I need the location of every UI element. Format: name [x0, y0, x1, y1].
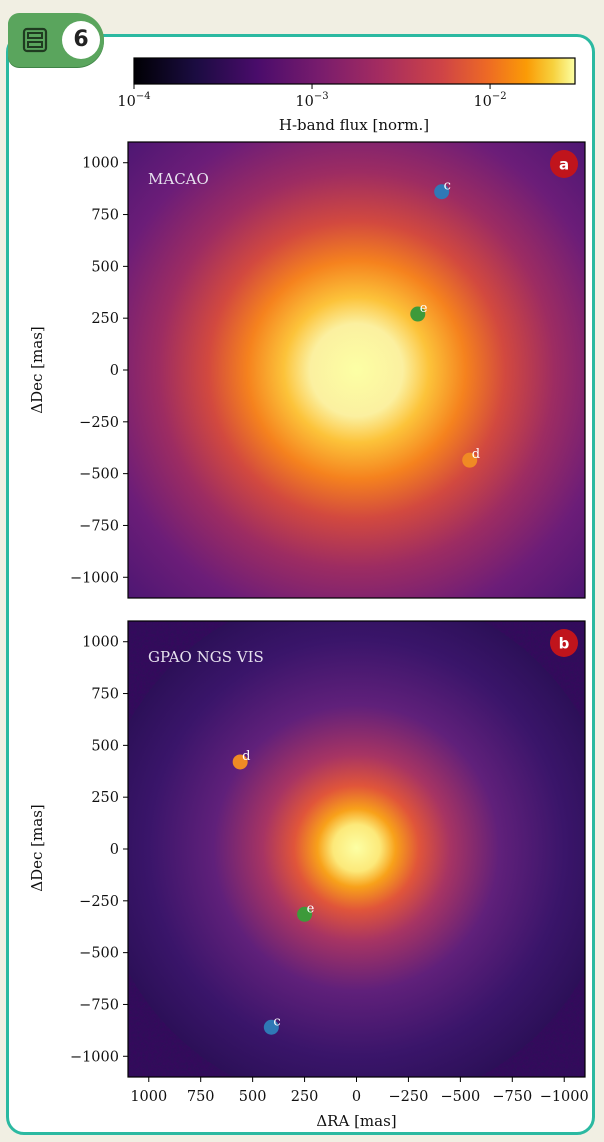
panel-a-y-tick-label: 500: [91, 259, 119, 275]
panel-a-ylabel: ΔDec [mas]: [28, 326, 46, 413]
panel-b-y-tick-label: −250: [79, 894, 119, 910]
panel-a-y-tick-label: 750: [91, 208, 119, 224]
panel-b-y-tick-label: 250: [91, 790, 119, 806]
panel-b-xlabel: ΔRA [mas]: [316, 1112, 396, 1130]
panel-a-y-tick-label: −1000: [70, 570, 119, 586]
panel-b-y-tick-label: 1000: [82, 635, 119, 651]
panel-a-y-tick-label: −750: [79, 518, 119, 534]
panel-a-y-tick-label: −500: [79, 467, 119, 483]
panel-b-source-d-marker: [232, 754, 248, 770]
figure-number: 6: [62, 21, 100, 59]
panel-b-title: GPAO NGS VIS: [148, 648, 264, 666]
panel-b-x-tick-label: 750: [187, 1089, 215, 1105]
colorbar: 10−4 10−3 10−2 H-band flux [norm.]: [117, 57, 576, 134]
panel-a-sources: c e d: [410, 179, 480, 468]
panel-a-source-c-marker: [434, 184, 450, 200]
panel-b-x-tick-label: −750: [492, 1089, 532, 1105]
panel-b-x-tick-label: 1000: [130, 1089, 167, 1105]
colorbar-label: H-band flux [norm.]: [279, 116, 429, 134]
colorbar-tick-label: 10−2: [473, 91, 506, 110]
panel-b-sources: d e c: [232, 749, 315, 1035]
panel-b-y-tick-label: 500: [91, 738, 119, 754]
panel-b-x-tick-label: −250: [389, 1089, 429, 1105]
panel-a-source-e-label: e: [420, 301, 428, 316]
panel-a-letter: a: [559, 156, 569, 174]
panel-b-x-tick-label: 0: [352, 1089, 361, 1105]
panel-b-letter-badge: [550, 629, 578, 657]
panel-b-halo: [128, 621, 585, 1077]
panel-b-y-ticks: 1000 750 500 250 0 −250 −500 −750 −1000: [70, 635, 128, 1065]
panel-a-y-tick-label: 250: [91, 311, 119, 327]
panel-a: MACAO a ΔDec [mas] 1000 750 500 250 0 −250 −50…: [28, 141, 586, 599]
colorbar-tick-label: 10−3: [295, 91, 328, 110]
colorbar-ticks: 10−4 10−3 10−2: [117, 84, 507, 110]
figure-badge: 6: [8, 13, 104, 67]
panel-a-title: MACAO: [148, 170, 209, 188]
panel-b-x-tick-label: 250: [291, 1089, 319, 1105]
panel-a-halo: [128, 142, 585, 598]
panel-a-y-ticks: 1000 750 500 250 0 −250 −500 −750 −1000: [70, 156, 128, 586]
panel-b-y-tick-label: −500: [79, 946, 119, 962]
panel-b: GPAO NGS VIS b ΔDec [mas] ΔRA [mas] 1000…: [28, 620, 589, 1130]
panel-a-letter-badge: [550, 150, 578, 178]
panel-b-letter: b: [559, 635, 570, 653]
panel-a-source-d-label: d: [472, 447, 480, 462]
panel-b-source-c-marker: [263, 1019, 279, 1035]
panel-a-y-tick-label: −250: [79, 415, 119, 431]
panel-a-source-e-marker: [410, 306, 426, 322]
panel-b-ylabel: ΔDec [mas]: [28, 804, 46, 891]
panel-a-source-c-label: c: [444, 179, 451, 194]
panel-b-y-tick-label: −750: [79, 997, 119, 1013]
panel-b-x-tick-label: −500: [440, 1089, 480, 1105]
panel-b-y-tick-label: −1000: [70, 1049, 119, 1065]
colorbar-tick-label: 10−4: [117, 91, 150, 110]
figure-panel-icon: [22, 27, 48, 53]
panel-b-x-tick-label: 500: [239, 1089, 267, 1105]
colorbar-gradient: [133, 57, 576, 85]
panel-b-y-tick-label: 0: [110, 842, 119, 858]
panel-b-y-tick-label: 750: [91, 687, 119, 703]
panel-a-source-d-marker: [462, 452, 478, 468]
panel-b-source-d-label: d: [242, 749, 250, 764]
panel-b-source-c-label: c: [273, 1014, 280, 1029]
panel-b-x-tick-label: −1000: [540, 1089, 589, 1105]
panel-b-x-ticks: 1000 750 500 250 0 −250 −500 −750 −1000: [130, 1077, 589, 1105]
panel-b-source-e-label: e: [307, 901, 315, 916]
panel-a-y-tick-label: 0: [110, 363, 119, 379]
panel-a-y-tick-label: 1000: [82, 156, 119, 172]
panel-b-source-e-marker: [297, 906, 313, 922]
